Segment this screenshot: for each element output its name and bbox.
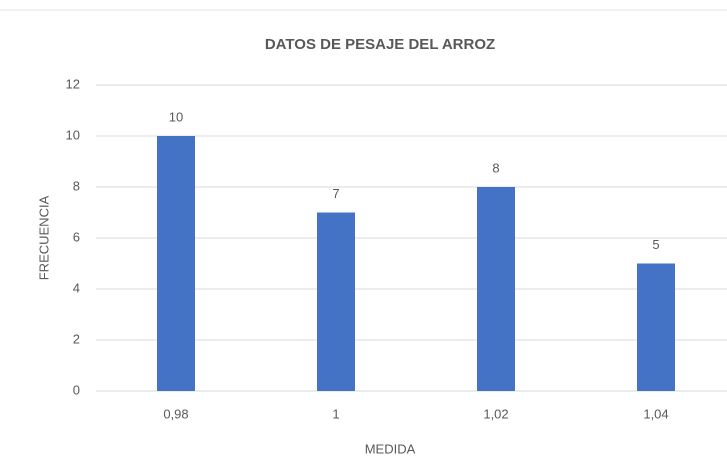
x-axis-label: MEDIDA [365,441,416,456]
bar [637,263,675,391]
chart-title: DATOS DE PESAJE DEL ARROZ [265,36,495,53]
data-label: 8 [492,160,499,175]
data-label: 10 [169,109,183,124]
x-tick-label: 1,04 [643,406,668,421]
y-tick-label: 0 [73,382,80,397]
data-label: 5 [652,237,659,252]
y-tick-label: 4 [73,280,80,295]
x-tick-label: 1 [332,406,339,421]
bar [317,212,355,391]
y-tick-label: 6 [73,229,80,244]
y-tick-label: 2 [73,331,80,346]
y-axis-label: FRECUENCIA [36,195,51,280]
bar [477,187,515,391]
y-tick-label: 8 [73,178,80,193]
data-label: 7 [332,186,339,201]
y-tick-label: 12 [66,76,80,91]
bar [157,136,195,391]
y-tick-label: 10 [66,127,80,142]
x-tick-label: 1,02 [483,406,508,421]
x-tick-label: 0,98 [163,406,188,421]
